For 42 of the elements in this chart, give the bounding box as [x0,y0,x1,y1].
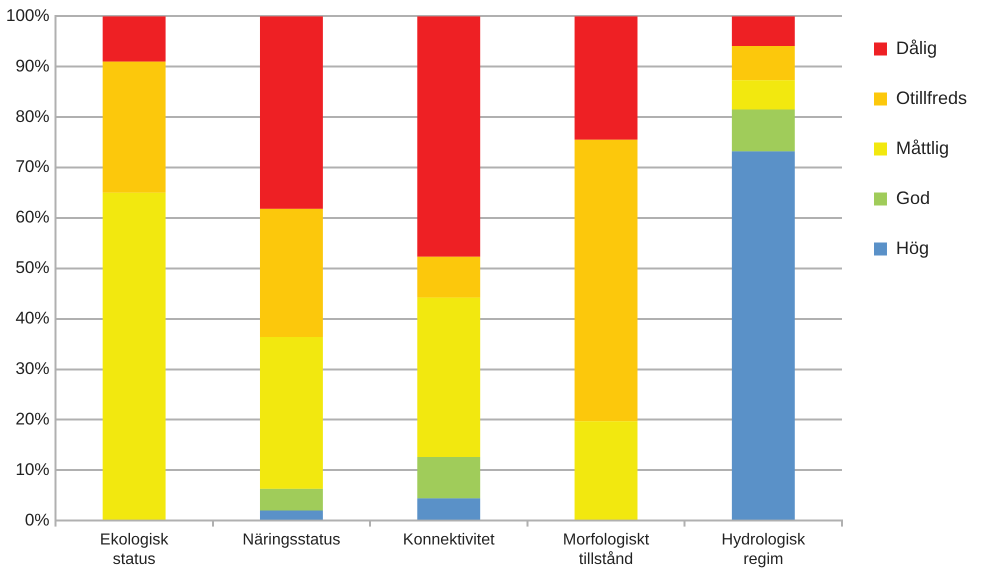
y-tick-label: 50% [15,258,50,278]
bar [732,110,795,152]
y-tick-label: 70% [15,157,50,176]
bar [732,46,795,80]
bar [260,510,323,520]
bar [102,16,166,62]
bar [260,488,323,511]
bar [260,16,323,209]
y-tick-label: 40% [15,308,50,328]
bar [574,421,638,520]
bar [102,62,166,193]
bar [102,192,166,520]
bar [260,208,323,337]
legend-label: God [896,188,930,208]
bar [417,16,480,257]
legend-label: Otillfreds [896,88,967,108]
bar [417,457,480,498]
y-tick-label: 80% [15,106,50,126]
y-tick-label: 30% [15,358,50,378]
y-tick-label: 90% [15,56,50,76]
legend-label: Hög [896,238,930,258]
bar [574,16,638,140]
x-tick-label: Näringsstatus [242,532,340,549]
y-tick-label: 10% [15,460,50,479]
x-tick-label: Konnektivitet [402,532,496,549]
bar [417,498,480,520]
bar [732,151,795,520]
legend-label: Måttlig [896,138,949,158]
y-tick-label: 60% [15,208,50,227]
bar [732,80,795,110]
bar [574,140,638,422]
bar [417,298,480,458]
y-tick-label: 0% [24,510,50,530]
x-tick-label: Morfologiskt tillstånd [562,532,650,568]
bar [260,337,323,489]
y-tick-label: 20% [15,409,50,428]
bar [732,16,795,46]
x-tick-label: Hydrologisk regim [722,532,806,568]
y-tick-label: 100% [6,6,50,25]
legend-label: Dålig [896,38,938,58]
x-tick-label: Ekologisk status [100,532,170,568]
bar [417,256,480,298]
